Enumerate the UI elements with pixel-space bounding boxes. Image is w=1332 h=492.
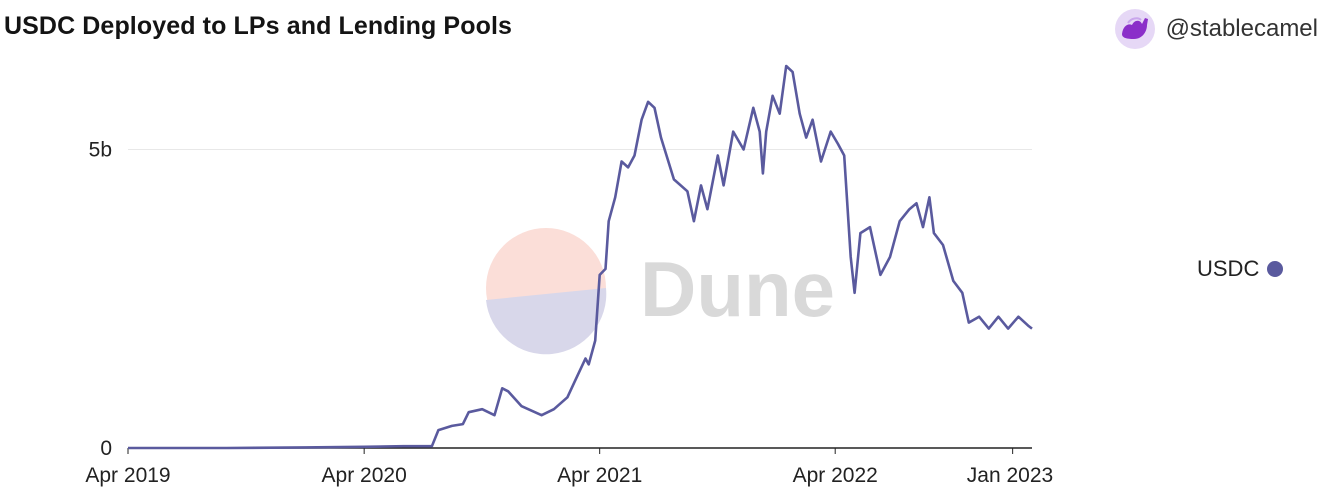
dune-watermark: Dune xyxy=(486,228,835,355)
watermark-text: Dune xyxy=(640,245,835,333)
x-tick-label: Apr 2022 xyxy=(793,464,878,487)
x-tick-label: Apr 2020 xyxy=(322,464,407,487)
x-axis: Apr 2019 Apr 2020 Apr 2021 Apr 2022 Jan 2023 xyxy=(85,448,1053,487)
author-badge[interactable]: @stablecamel xyxy=(1114,8,1318,50)
chart-title: USDC Deployed to LPs and Lending Pools xyxy=(4,12,512,40)
legend-label-usdc[interactable]: USDC xyxy=(1197,256,1260,281)
legend[interactable]: USDC xyxy=(1197,256,1284,282)
y-axis: 0 5b xyxy=(89,139,112,460)
y-tick-label: 0 xyxy=(100,437,112,460)
camel-avatar-icon xyxy=(1114,9,1155,49)
legend-marker-usdc xyxy=(1267,261,1284,277)
x-tick-label: Apr 2019 xyxy=(85,464,170,487)
x-tick-label: Jan 2023 xyxy=(967,464,1053,487)
series-line-usdc xyxy=(128,64,1033,450)
author-name[interactable]: @stablecamel xyxy=(1165,15,1318,42)
x-tick-label: Apr 2021 xyxy=(557,464,642,487)
y-tick-label: 5b xyxy=(89,139,112,162)
